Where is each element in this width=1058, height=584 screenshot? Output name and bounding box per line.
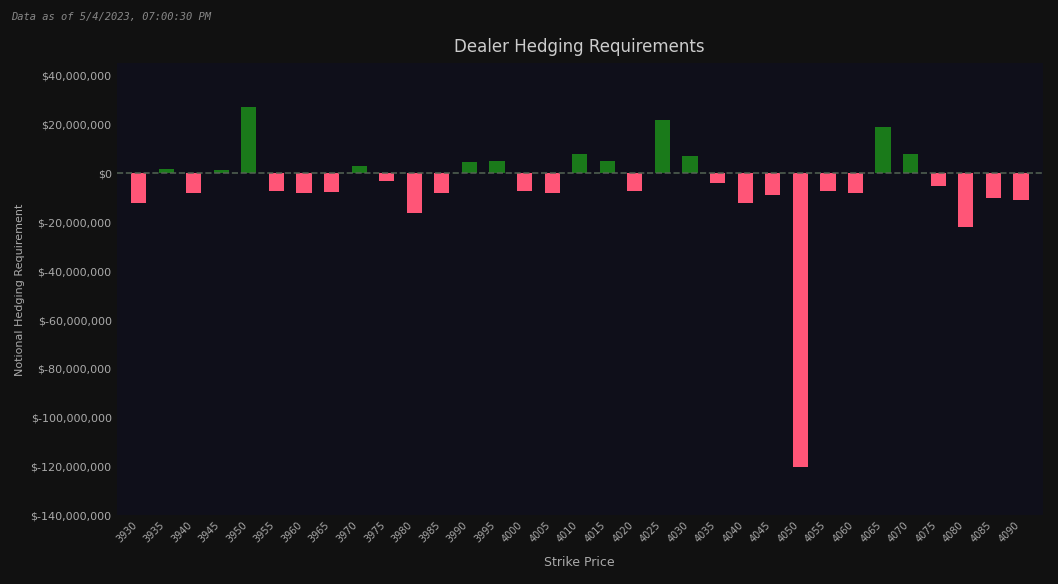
Text: Data as of 5/4/2023, 07:00:30 PM: Data as of 5/4/2023, 07:00:30 PM [11, 12, 211, 22]
Y-axis label: Notional Hedging Requirement: Notional Hedging Requirement [15, 203, 25, 376]
Bar [241, 107, 256, 173]
Bar [765, 173, 781, 196]
Title: Dealer Hedging Requirements: Dealer Hedging Requirements [455, 39, 705, 57]
Bar [462, 162, 477, 173]
Bar [517, 173, 532, 190]
Bar [986, 173, 1001, 198]
Bar [406, 173, 422, 213]
Bar [351, 166, 367, 173]
Bar [1014, 173, 1028, 200]
Bar [682, 157, 697, 173]
X-axis label: Strike Price: Strike Price [545, 556, 615, 569]
Bar [159, 169, 174, 173]
Bar [847, 173, 863, 193]
Bar [572, 154, 587, 173]
Bar [296, 173, 312, 193]
Bar [186, 173, 201, 193]
Bar [710, 173, 725, 183]
Bar [600, 161, 615, 173]
Bar [904, 154, 918, 173]
Bar [820, 173, 836, 190]
Bar [959, 173, 973, 227]
Bar [435, 173, 450, 193]
Bar [269, 173, 284, 190]
Bar [214, 170, 229, 173]
Bar [875, 127, 891, 173]
Bar [931, 173, 946, 186]
Bar [131, 173, 146, 203]
Bar [737, 173, 753, 203]
Bar [627, 173, 642, 190]
Bar [545, 173, 560, 193]
Bar [490, 161, 505, 173]
Bar [379, 173, 395, 180]
Bar [792, 173, 808, 467]
Bar [324, 173, 340, 192]
Bar [655, 120, 670, 173]
